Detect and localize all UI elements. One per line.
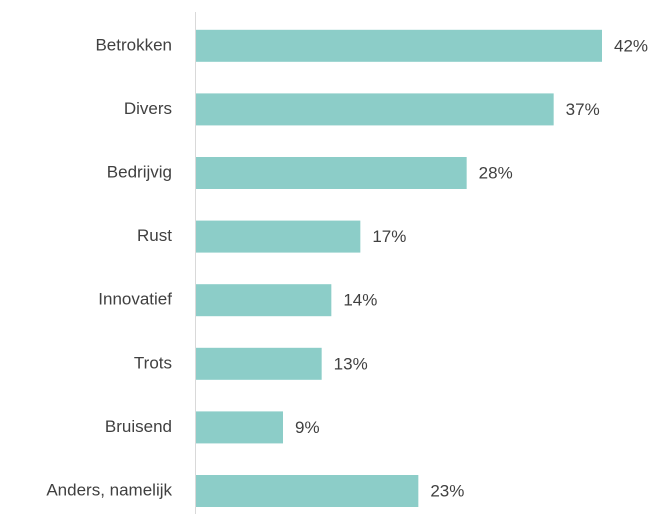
value-label: 14% bbox=[343, 291, 377, 310]
value-label: 17% bbox=[372, 227, 406, 246]
category-label: Rust bbox=[137, 226, 172, 245]
category-label: Divers bbox=[124, 99, 172, 118]
bar bbox=[196, 347, 322, 380]
bar bbox=[196, 475, 419, 507]
bar bbox=[196, 220, 361, 253]
value-label: 23% bbox=[430, 481, 464, 500]
bar bbox=[196, 93, 554, 126]
category-label: Innovatief bbox=[98, 290, 172, 309]
bar bbox=[196, 29, 602, 62]
category-label: Anders, namelijk bbox=[46, 480, 172, 499]
category-label: Betrokken bbox=[95, 35, 172, 54]
value-label: 37% bbox=[566, 100, 600, 119]
value-label: 42% bbox=[614, 36, 648, 55]
category-label: Bedrijvig bbox=[107, 162, 172, 181]
value-label: 9% bbox=[295, 418, 320, 437]
bar bbox=[196, 411, 283, 444]
category-label: Bruisend bbox=[105, 417, 172, 436]
value-label: 28% bbox=[479, 163, 513, 182]
value-label: 13% bbox=[334, 354, 368, 373]
bar bbox=[196, 157, 467, 189]
bar bbox=[196, 284, 332, 317]
category-label: Trots bbox=[134, 353, 172, 372]
